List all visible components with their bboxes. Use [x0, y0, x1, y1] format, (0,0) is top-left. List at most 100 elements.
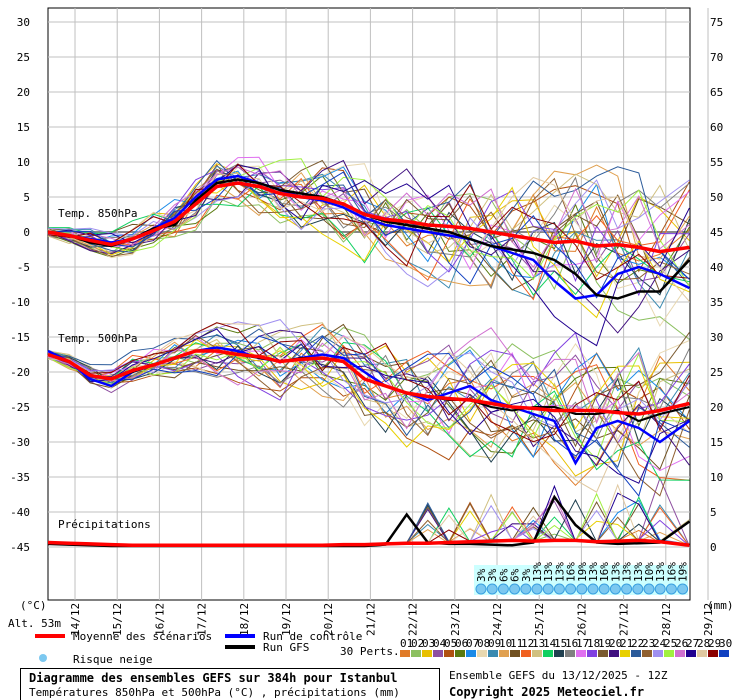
pert-number: 24: [653, 637, 667, 650]
snow-flake-icon: [654, 583, 666, 595]
perturbation-line-25: [47, 346, 690, 461]
snow-risk-percent: 13%: [553, 562, 566, 582]
run-label: Ensemble GEFS du 13/12/2025 - 12Z: [449, 669, 668, 682]
legend-label-control: Run de contrôle: [263, 630, 362, 643]
legend-swatch-mean: [35, 634, 65, 638]
pert-number: 16: [565, 637, 578, 650]
left-tick-label: -45: [10, 541, 30, 554]
chart-subtitle: Températures 850hPa et 500hPa (°C) , pré…: [29, 686, 400, 699]
date-label: 16/12: [153, 603, 166, 636]
pert-color-swatch: [609, 650, 619, 657]
plot-frame: [47, 7, 691, 601]
date-label: 25/12: [533, 603, 546, 636]
snow-flake-icon: [531, 583, 543, 595]
date-label: 21/12: [364, 603, 377, 636]
left-tick-label: -10: [10, 296, 30, 309]
pert-number: 18: [587, 637, 600, 650]
snow-flake-icon: [497, 583, 509, 595]
left-tick-label: 5: [23, 191, 30, 204]
left-tick-label: -30: [10, 436, 30, 449]
left-tick-label: 20: [17, 86, 30, 99]
right-tick-label: 45: [710, 226, 723, 239]
pert-number: 28: [697, 637, 710, 650]
left-tick-label: -25: [10, 401, 30, 414]
pert-number: 07: [466, 637, 479, 650]
pert-color-swatch: [675, 650, 685, 657]
snow-risk-percent: 19%: [677, 562, 690, 582]
perturbation-line-29: [47, 163, 690, 281]
legend-label-mean: Moyenne des scénarios: [73, 630, 212, 643]
perturbation-line-3: [47, 163, 690, 278]
perturbation-line-7: [47, 166, 690, 280]
perturbation-line-30: [47, 171, 690, 299]
right-tick-label: 40: [710, 261, 723, 274]
legend-label-perts: 30 Perts.: [340, 645, 400, 658]
pert-color-swatch: [631, 650, 641, 657]
pert-number: 13: [532, 637, 545, 650]
section-label-500: Temp. 500hPa: [58, 332, 137, 345]
snow-risk-percent: 16%: [565, 562, 578, 582]
pert-color-swatch: [697, 650, 707, 657]
pert-number: 23: [642, 637, 655, 650]
perturbation-line-16: [47, 348, 690, 441]
pert-number: 19: [598, 637, 611, 650]
right-tick-label: 30: [710, 331, 723, 344]
pert-number: 25: [664, 637, 677, 650]
date-label: 22/12: [407, 603, 420, 636]
snow-flake-icon: [632, 583, 644, 595]
right-unit-label: (mm): [707, 599, 734, 612]
snow-flake-icon: [520, 583, 532, 595]
pert-color-swatch: [620, 650, 630, 657]
pert-color-swatch: [400, 650, 410, 657]
pert-color-swatch: [686, 650, 696, 657]
right-tick-label: 35: [710, 296, 723, 309]
copyright: Copyright 2025 Meteociel.fr: [449, 685, 645, 699]
pert-color-swatch: [598, 650, 608, 657]
right-tick-label: 15: [710, 436, 723, 449]
pert-number: 22: [631, 637, 644, 650]
left-tick-label: -20: [10, 366, 30, 379]
right-tick-label: 0: [710, 541, 717, 554]
pert-number: 01: [400, 637, 413, 650]
pert-color-swatch: [411, 650, 421, 657]
right-tick-label: 60: [710, 121, 723, 134]
right-tick-label: 75: [710, 16, 723, 29]
pert-color-swatch: [521, 650, 531, 657]
pert-number: 21: [620, 637, 633, 650]
pert-color-swatch: [466, 650, 476, 657]
snow-risk-percent: 13%: [531, 562, 544, 582]
pert-number: 02: [411, 637, 424, 650]
snow-flake-icon: [587, 583, 599, 595]
pert-number: 27: [686, 637, 699, 650]
right-tick-label: 5: [710, 506, 717, 519]
date-label: 23/12: [449, 603, 462, 636]
perturbation-line-20: [47, 159, 690, 334]
perturbation-line-5: [47, 164, 690, 273]
snow-flake-icon: [565, 583, 577, 595]
left-tick-label: 15: [17, 121, 30, 134]
pert-color-swatch: [477, 650, 487, 657]
section-label-850: Temp. 850hPa: [58, 207, 137, 220]
title-box: Diagramme des ensembles GEFS sur 384h po…: [20, 668, 440, 700]
perturbation-line-24: [47, 178, 690, 288]
snow-flake-icon: [665, 583, 677, 595]
pert-number: 30: [719, 637, 732, 650]
snow-risk-percent: 13%: [542, 562, 555, 582]
pert-color-swatch: [664, 650, 674, 657]
right-tick-label: 55: [710, 156, 723, 169]
snow-risk-percent: 16%: [598, 562, 611, 582]
pert-number: 14: [543, 637, 557, 650]
pert-color-swatch: [543, 650, 553, 657]
perturbation-line-28: [47, 172, 690, 302]
pert-color-swatch: [554, 650, 564, 657]
perturbation-line-27: [47, 164, 690, 347]
date-label: 17/12: [196, 603, 209, 636]
pert-number: 11: [510, 637, 523, 650]
left-tick-label: -40: [10, 506, 30, 519]
pert-number: 09: [488, 637, 501, 650]
pert-color-swatch: [719, 650, 729, 657]
snow-flake-icon: [576, 583, 588, 595]
pert-number: 15: [554, 637, 567, 650]
